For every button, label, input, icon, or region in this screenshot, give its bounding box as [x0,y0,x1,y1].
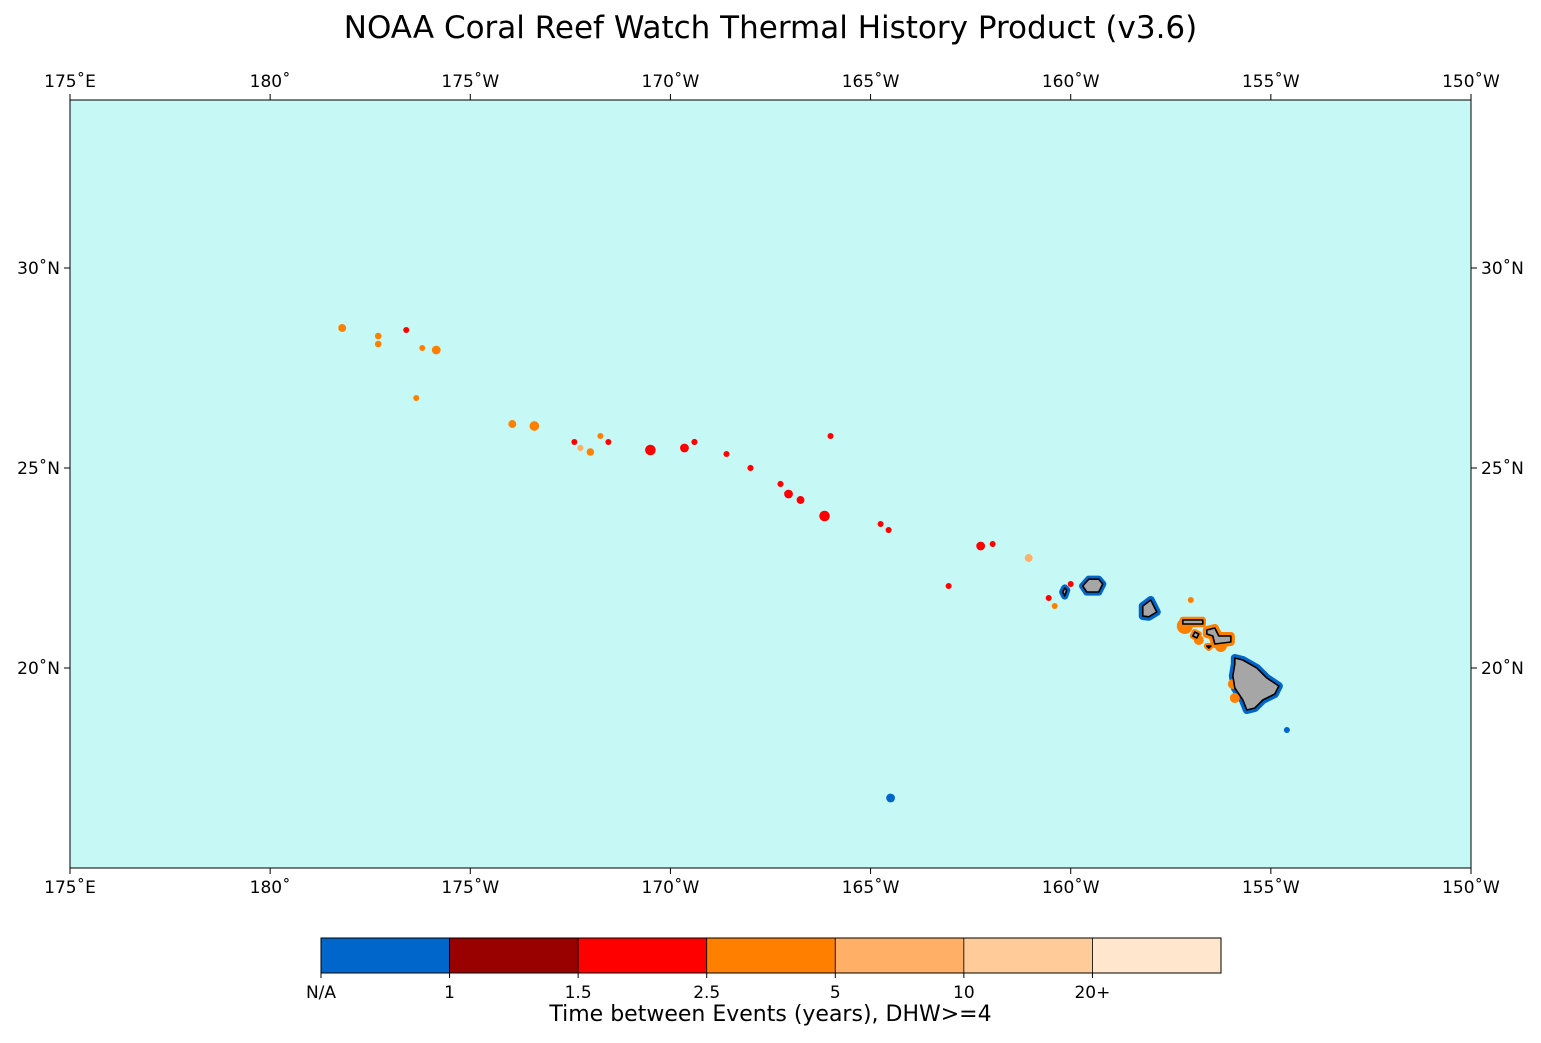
reef-pixel [680,443,689,453]
x-tick-label-bottom: 170˚W [642,877,700,898]
reef-pixel [886,793,895,803]
reef-pixel [877,521,884,527]
reef-pixel [529,421,540,431]
y-tick-label-right: 20˚N [1481,658,1524,679]
reef-pixel [597,433,604,439]
island-lanai [1192,631,1200,639]
colorbar-tick-label: 20+ [1074,983,1110,1003]
island-hawaii [1232,657,1280,711]
reef-pixel [508,420,517,428]
x-tick-label-top: 165˚W [842,71,900,92]
colorbar-swatch [449,937,579,974]
reef-pixel [796,496,805,504]
reef-pixel [976,541,986,551]
colorbar-label: Time between Events (years), DHW>=4 [549,1002,992,1027]
reef-pixel [885,527,892,533]
x-tick-label-top: 180˚ [250,71,291,92]
reef-pixel [1283,727,1290,733]
reef-pixel [403,327,410,333]
island-molokai [1181,619,1204,625]
x-tick-label-bottom: 155˚W [1242,877,1300,898]
reef-pixel [338,324,347,332]
reef-pixel [1051,603,1058,609]
colorbar-swatch [1092,937,1222,974]
colorbar-swatch [963,937,1093,974]
reef-pixel [691,438,698,446]
reef-pixel [827,433,834,439]
y-tick-label-left: 30˚N [17,258,60,279]
reef-pixel [1067,581,1074,587]
colorbar-swatch [577,937,708,974]
y-tick-label-right: 25˚N [1481,458,1524,479]
chart-title: NOAA Coral Reef Watch Thermal History Pr… [343,10,1198,46]
reef-pixel [747,464,754,472]
reef-pixel [819,510,830,522]
reef-pixel [1024,554,1033,562]
x-tick-label-bottom: 165˚W [842,877,900,898]
reef-pixel [374,332,382,340]
x-tick-label-bottom: 175˚W [441,877,499,898]
x-tick-label-top: 170˚W [642,71,700,92]
reef-pixel [1045,595,1052,601]
colorbar-swatch [706,937,836,974]
y-tick-label-left: 25˚N [17,458,60,479]
colorbar-tick-label: 5 [830,983,841,1003]
reef-pixel [577,444,584,452]
colorbar-frame [320,937,1222,974]
y-tick-label-left: 20˚N [17,658,60,679]
reef-pixel [1187,597,1194,603]
colorbar-tick-label: 2.5 [693,983,720,1003]
reef-pixel [374,340,382,348]
reef-pixel [586,448,595,456]
island-kauai [1081,578,1104,593]
reef-pixel [431,345,441,355]
island-kahoolawe [1206,645,1212,649]
colorbar-tick-label: 1.5 [565,983,592,1003]
reef-pixel [989,541,996,547]
colorbar-tick-label: N/A [306,983,336,1003]
map-area [69,99,1472,869]
axis-ticks: 175˚E 175˚E 180˚ 180˚ 175˚W 175˚W 170˚W 170˚W 16… [17,71,1524,898]
x-tick-label-top: 150˚W [1442,71,1500,92]
x-tick-label-bottom: 175˚E [44,877,96,898]
reef-pixel [777,480,784,488]
reef-pixel [645,444,656,456]
x-tick-label-bottom: 180˚ [250,877,291,898]
reef-pixel [723,451,730,457]
reef-pixel [945,583,952,589]
reef-pixel [784,489,793,499]
map-frame [69,99,1472,869]
x-tick-label-bottom: 160˚W [1042,877,1100,898]
reef-pixel [605,439,612,445]
x-tick-label-top: 175˚E [44,71,96,92]
x-tick-label-top: 160˚W [1042,71,1100,92]
reef-pixel [571,439,578,445]
reef-pixel [419,345,426,351]
ocean-background [70,100,1471,868]
island-maui [1206,627,1232,645]
colorbar-tick-label: 1 [444,983,455,1003]
colorbar-swatch [834,937,965,974]
x-tick-label-bottom: 150˚W [1442,877,1500,898]
y-tick-label-right: 30˚N [1481,258,1524,279]
island-oahu [1141,599,1158,618]
reef-pixel [1229,693,1240,703]
island-niihau [1061,587,1068,597]
reef-pixel [413,395,420,401]
colorbar-tick-label: 10 [953,983,975,1003]
x-tick-label-top: 175˚W [441,71,499,92]
colorbar: N/A 1 1.5 2.5 5 10 20+ [306,937,1222,1003]
x-tick-label-top: 155˚W [1242,71,1300,92]
colorbar-swatch [320,937,450,974]
